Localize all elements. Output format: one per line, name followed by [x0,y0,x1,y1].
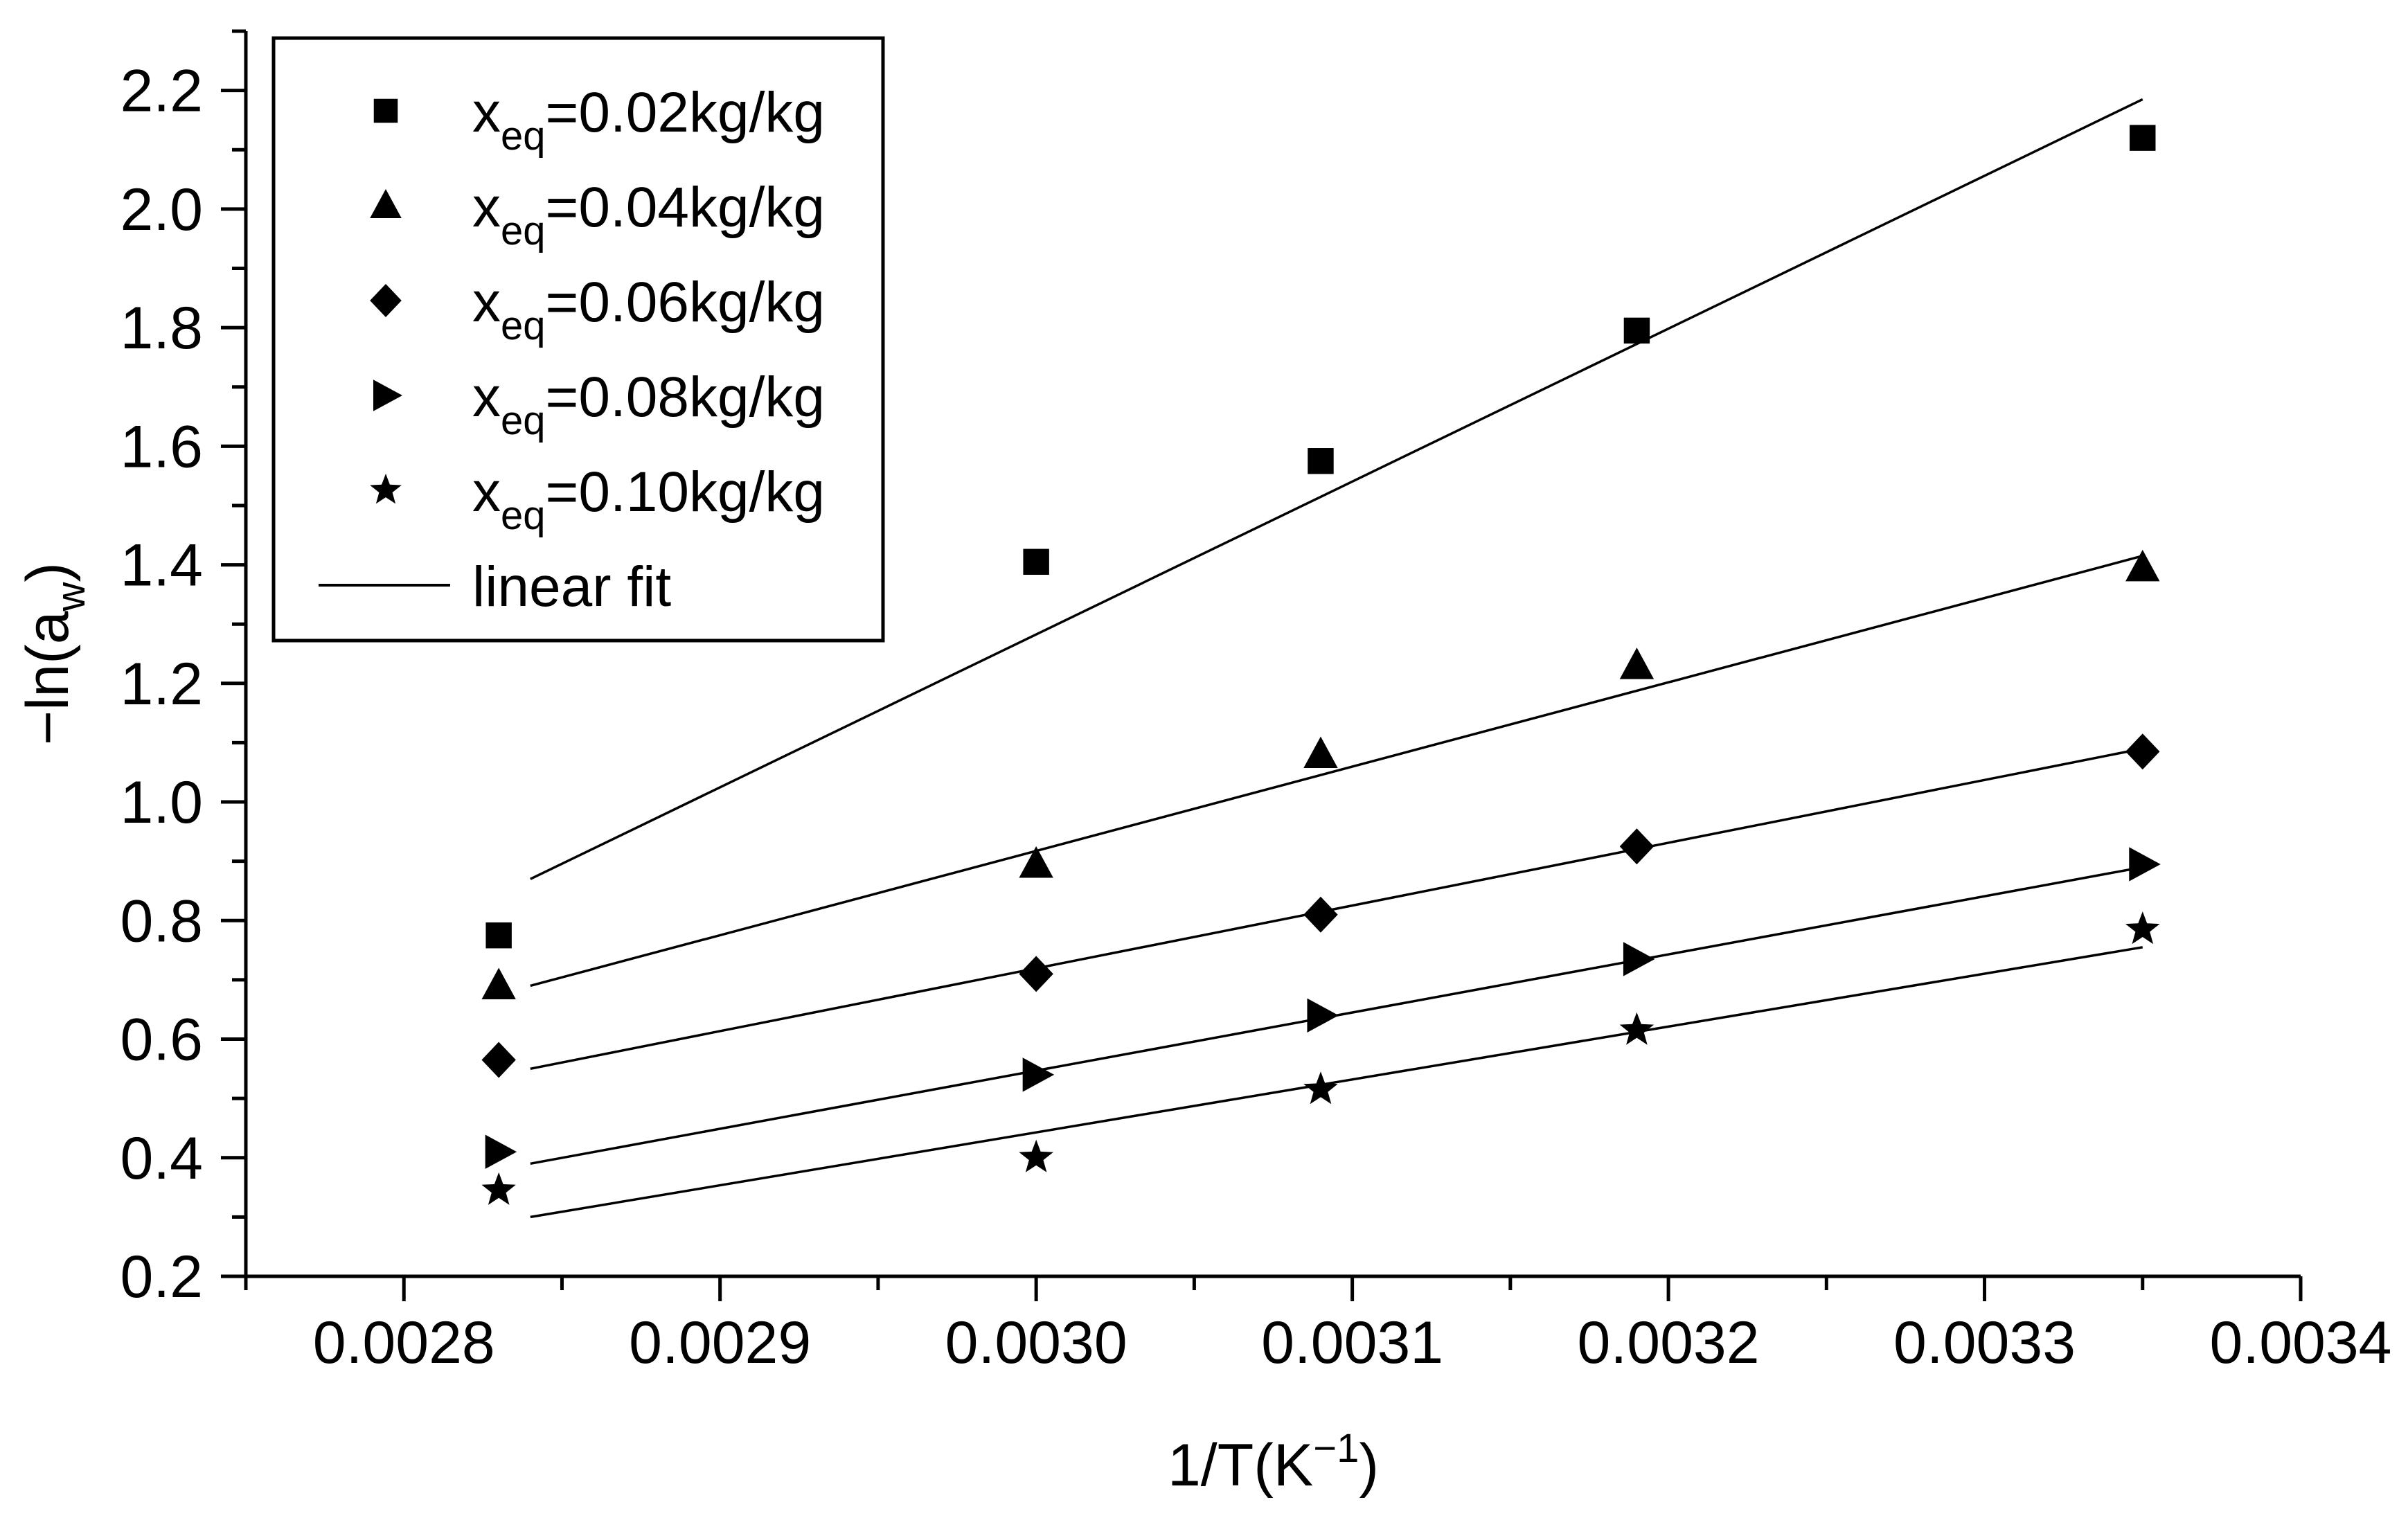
legend-marker-series-5 [370,474,402,504]
axes: 0.0028 0.0029 0.0030 0.0031 0.0032 0.0033 0.00… [120,29,2392,1376]
data-point-series-4 [1623,942,1655,976]
legend-marker-series-1 [373,98,398,123]
data-point-series-1 [485,922,512,949]
data-point-series-5 [481,1172,516,1205]
x-tick-label: 0.0031 [1261,1310,1443,1376]
legend-box [271,36,885,643]
y-tick-label: 1.2 [120,651,203,717]
legend-label-series-2: xeq=0.04kg/kg [472,176,825,253]
legend-label-series-4: xeq=0.08kg/kg [472,366,825,443]
data-point-series-2 [481,967,516,999]
y-tick-label: 1.8 [120,295,203,361]
x-tick-label: 0.0030 [945,1310,1127,1376]
data-point-series-5 [2125,911,2160,945]
data-point-series-5 [1619,1012,1655,1045]
x-tick-label: 0.0029 [629,1310,811,1376]
legend: xeq=0.02kg/kg xeq=0.04kg/kg xeq=0.06kg/kg x… [271,36,885,643]
data-point-series-2 [1019,846,1053,878]
legend-label-series-5: xeq=0.10kg/kg [472,461,825,538]
data-point-series-1 [1308,448,1334,474]
data-point-series-3 [1019,956,1053,992]
x-tick-label: 0.0028 [313,1310,495,1376]
data-point-series-3 [1303,896,1338,933]
data-point-series-4 [2129,847,2161,882]
axis-labels: 1/T(K−1) −ln(aw) [15,562,1379,1499]
data-point-series-4 [1022,1057,1055,1092]
fit-line-series-5 [530,946,2143,1219]
data-points [481,125,2161,1205]
legend-label-series-1: xeq=0.02kg/kg [472,81,825,159]
y-axis-title: −ln(aw) [15,562,93,745]
y-tick-label: 1.4 [120,533,203,599]
data-point-series-4 [485,1134,517,1169]
legend-label-linear-fit: linear fit [472,555,671,618]
fit-line-series-3 [530,747,2143,1071]
y-tick-label: 0.2 [120,1244,203,1310]
x-tick-label: 0.0033 [1893,1310,2076,1376]
data-point-series-3 [481,1042,516,1078]
data-point-series-1 [2130,125,2156,151]
fit-line-series-1 [530,98,2143,880]
data-point-series-3 [2125,733,2160,770]
y-tick-label: 1.0 [120,769,203,836]
y-tick-label: 0.8 [120,888,203,954]
fit-line-series-2 [530,555,2143,988]
x-tick-label: 0.0034 [2209,1310,2391,1376]
data-point-series-1 [1023,548,1049,575]
y-tick-label: 1.6 [120,413,203,480]
data-point-series-1 [1623,317,1650,344]
y-tick-label: 0.4 [120,1125,203,1192]
y-tick-label: 2.2 [120,58,203,125]
y-tick-label: 2.0 [120,177,203,243]
legend-label-series-3: xeq=0.06kg/kg [472,271,825,348]
data-point-series-4 [1307,998,1339,1033]
legend-marker-series-3 [370,284,402,317]
legend-marker-series-2 [370,189,402,218]
data-point-series-3 [1619,828,1655,865]
y-tick-label: 0.6 [120,1007,203,1073]
data-point-series-2 [2125,549,2160,582]
x-tick-label: 0.0032 [1578,1310,1760,1376]
data-point-series-5 [1303,1071,1338,1105]
data-point-series-2 [1619,648,1655,679]
data-point-series-5 [1019,1139,1053,1172]
legend-marker-series-4 [373,380,402,411]
x-axis-title: 1/T(K−1) [1168,1426,1379,1499]
data-point-series-2 [1303,736,1338,769]
